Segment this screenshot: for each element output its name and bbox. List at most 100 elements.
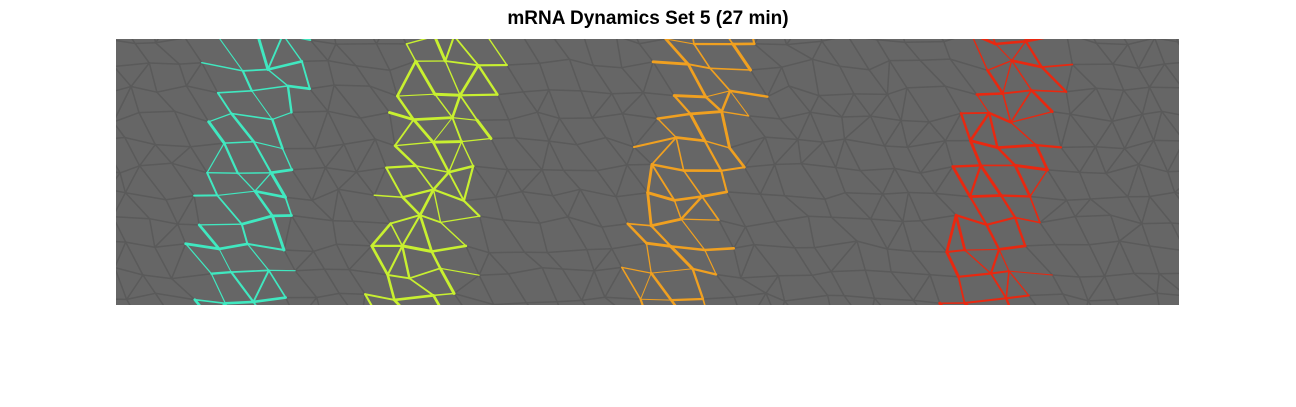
cell-edge	[283, 249, 296, 272]
stripe-edge-yellow-green	[393, 118, 415, 147]
cell-edge	[783, 300, 789, 305]
stripe-edge-yellow-green	[386, 273, 396, 302]
cell-edge	[1127, 43, 1140, 70]
cell-edge	[1051, 274, 1081, 278]
stripe-edge-orange	[709, 67, 731, 92]
cell-edge	[1141, 110, 1163, 116]
stripe-edge-yellow-green	[419, 214, 442, 224]
cell-edge	[1103, 272, 1135, 277]
stripe-edge-red	[987, 111, 1012, 124]
cell-edge	[567, 216, 603, 228]
cell-edge	[154, 223, 179, 248]
cell-edge	[906, 87, 930, 123]
stripe-edge-red	[1008, 270, 1030, 297]
stripe-edge-red	[968, 164, 982, 198]
cell-edge	[170, 162, 208, 174]
cell-edge	[553, 39, 571, 61]
cell-edge	[541, 140, 550, 171]
cell-edge	[173, 110, 192, 148]
cell-edge	[1088, 240, 1121, 246]
cell-edge	[876, 39, 906, 43]
stripe-edge-red	[996, 146, 1017, 167]
cell-edge	[538, 58, 571, 65]
stripe-edge-yellow-green	[459, 93, 499, 97]
cell-edge	[910, 250, 931, 276]
cell-edge	[912, 273, 931, 302]
cell-edge	[902, 219, 922, 223]
stripe-edge-yellow-green	[386, 273, 411, 280]
cell-edge	[1105, 163, 1140, 175]
cell-edge	[124, 241, 156, 248]
stripe-edge-red	[968, 195, 988, 226]
cell-edge	[472, 165, 497, 198]
cell-edge	[1111, 120, 1126, 150]
cell-edge	[506, 62, 541, 66]
cell-edge	[116, 268, 128, 301]
cell-edge	[478, 215, 490, 254]
cell-edge	[859, 169, 884, 195]
cell-edge	[373, 194, 392, 225]
cell-edge	[621, 66, 645, 94]
cell-edge	[1158, 272, 1179, 275]
stripe-edge-orange	[672, 94, 708, 99]
stripe-edge-red	[963, 297, 1008, 304]
stripe-edge-red	[1010, 121, 1037, 146]
cell-edge	[907, 191, 922, 222]
cell-edge	[1114, 299, 1119, 305]
cell-edge	[1071, 63, 1097, 89]
cell-edge	[541, 169, 554, 197]
cell-edge	[514, 137, 543, 171]
cell-edge	[1156, 292, 1179, 296]
cell-edge	[1123, 39, 1129, 46]
stripe-edge-yellow-green	[451, 93, 462, 119]
cell-edge	[125, 274, 144, 301]
cell-edge	[1122, 89, 1144, 116]
cell-edge	[327, 59, 335, 86]
cell-edge	[1078, 275, 1106, 278]
cell-edge	[478, 273, 510, 276]
stripe-edge-orange	[651, 60, 690, 66]
cell-edge	[311, 166, 327, 202]
cell-edge	[943, 40, 951, 60]
stripe-edge-red	[1001, 89, 1033, 95]
stripe-edge-red	[1002, 92, 1012, 124]
cell-edge	[185, 85, 210, 123]
cell-edge	[1103, 275, 1116, 301]
cell-edge	[747, 115, 766, 138]
stripe-edge-yellow-green	[430, 250, 442, 270]
stripe-edge-red	[959, 112, 972, 142]
cell-edge	[291, 168, 313, 202]
cell-edge	[1039, 215, 1076, 224]
stripe-edge-orange	[650, 163, 685, 172]
stripe-edge-orange	[640, 298, 672, 301]
cell-edge	[774, 220, 796, 249]
cell-edge	[1046, 169, 1068, 202]
cell-edge	[764, 136, 799, 141]
cell-edge	[492, 302, 528, 305]
cell-edge	[856, 240, 889, 250]
cell-edge	[352, 220, 392, 225]
cell-edge	[333, 84, 362, 119]
cell-edge	[389, 60, 417, 72]
stripe-edge-yellow-green	[439, 267, 480, 276]
stripe-edge-yellow-green	[458, 63, 480, 97]
cell-edge	[1173, 191, 1179, 200]
stripe-edge-cyan	[251, 90, 273, 120]
cell-edge	[740, 243, 755, 279]
cell-edge	[312, 250, 326, 271]
stripe-edge-cyan	[230, 112, 256, 143]
stripe-edge-yellow-green	[370, 244, 390, 277]
stripe-edge-red	[976, 93, 990, 114]
stripe-edge-yellow-green	[430, 244, 468, 253]
stripe-edge-yellow-green	[460, 137, 492, 143]
stripe-edge-yellow-green	[451, 116, 478, 121]
cell-edge	[463, 196, 497, 202]
cell-edge	[586, 248, 613, 251]
stripe-edge-red	[964, 248, 1000, 251]
cell-edge	[919, 59, 946, 87]
cell-edge	[124, 165, 141, 194]
cell-edge	[185, 61, 203, 87]
cell-edge	[1109, 214, 1143, 225]
cell-edge	[859, 167, 896, 172]
cell-edge	[872, 297, 876, 305]
